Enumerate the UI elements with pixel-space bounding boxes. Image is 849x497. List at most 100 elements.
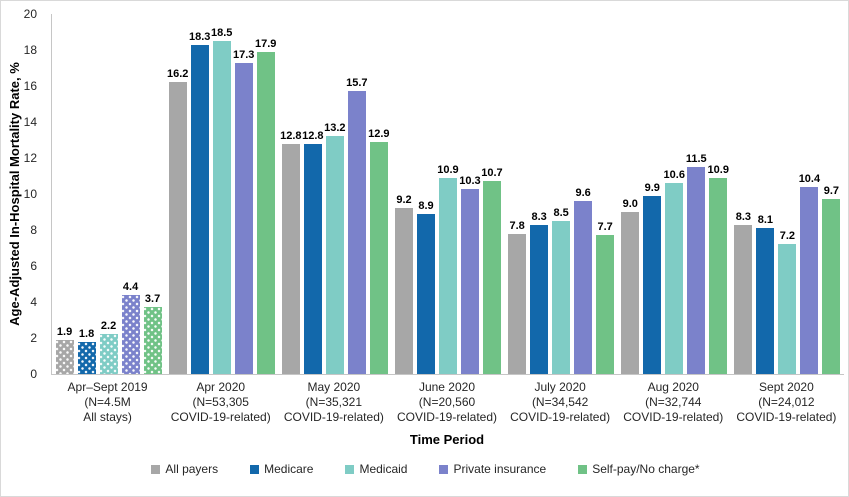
legend-label: All payers: [165, 462, 219, 476]
bar-column: 17.3: [233, 14, 255, 374]
legend-label: Private insurance: [453, 462, 547, 476]
bar: [800, 186, 819, 374]
bar-column: 1.9: [54, 14, 76, 374]
legend-label: Medicare: [264, 462, 314, 476]
y-tick-label: 10: [23, 187, 37, 201]
x-category-label-line: COVID-19-related): [736, 410, 837, 424]
bar: [643, 195, 662, 374]
bar: [687, 167, 706, 374]
bar: [822, 199, 841, 374]
bar: [460, 188, 479, 374]
bar-column: 9.9: [641, 14, 663, 374]
bar-column: 10.6: [663, 14, 685, 374]
bar-value-label: 12.9: [368, 127, 390, 140]
legend: All payers Medicare Medicaid Private insura…: [1, 462, 848, 476]
bar-group: 8.3 8.1 7.2 10.4 9.7: [731, 14, 844, 374]
bar-column: 10.7: [481, 14, 503, 374]
x-category-label: July 2020 (N=34,542 COVID-19-related): [504, 380, 617, 425]
y-axis: 0 2 4 6 8 10 12 14 16 18 20: [1, 8, 45, 380]
bar-column: 9.6: [572, 14, 594, 374]
x-category-label-line: COVID-19-related): [283, 410, 384, 424]
bar-value-label: 8.3: [735, 210, 752, 223]
y-tick-label: 14: [23, 115, 37, 129]
x-category-label-line: (N=35,321: [305, 395, 363, 409]
x-category-label-line: Apr 2020: [196, 380, 246, 394]
bar-value-label: 3.7: [144, 293, 161, 306]
bar: [756, 228, 775, 374]
bar-column: 4.4: [120, 14, 142, 374]
x-axis-title: Time Period: [409, 432, 485, 447]
y-tick-label: 8: [30, 223, 37, 237]
x-category-label: Apr 2020 (N=53,305 COVID-19-related): [164, 380, 277, 425]
bar: [190, 44, 209, 374]
bar: [369, 141, 388, 374]
bar: [143, 307, 162, 374]
x-category-label-line: May 2020: [307, 380, 361, 394]
bar: [665, 183, 684, 374]
x-category-label: Sept 2020 (N=24,012 COVID-19-related): [730, 380, 843, 425]
bar-value-label: 10.9: [707, 163, 729, 176]
bar: [303, 143, 322, 374]
bar: [416, 213, 435, 374]
bar-value-label: 7.7: [597, 221, 613, 234]
legend-item: All payers: [151, 462, 218, 476]
bar: [709, 177, 728, 374]
bar-value-label: 8.1: [757, 214, 774, 227]
bar: [212, 41, 231, 374]
bar: [596, 235, 615, 374]
bar: [508, 233, 527, 374]
x-category-label-line: COVID-19-related): [396, 410, 497, 424]
bar-column: 10.3: [459, 14, 481, 374]
bar-column: 7.7: [594, 14, 616, 374]
y-tick-label: 18: [23, 43, 37, 57]
x-category-label-line: July 2020: [534, 380, 586, 394]
bar-column: 10.9: [437, 14, 459, 374]
bar: [530, 224, 549, 374]
bar-column: 15.7: [346, 14, 368, 374]
bar-value-label: 18.5: [210, 26, 233, 39]
bar: [281, 143, 300, 374]
bar-column: 12.9: [368, 14, 390, 374]
bar-column: 8.1: [754, 14, 776, 374]
x-category-labels: Apr–Sept 2019 (N=4.5M All stays) Apr 2020 (N…: [51, 380, 843, 425]
legend-swatch: [439, 464, 449, 474]
legend-item: Self-pay/No charge*: [578, 462, 700, 476]
bar-value-label: 17.9: [254, 37, 277, 50]
bar-value-label: 1.8: [78, 327, 95, 340]
bar-value-label: 18.3: [188, 30, 211, 43]
bar: [438, 177, 457, 374]
x-category-label-line: All stays): [83, 410, 132, 424]
legend-swatch: [578, 464, 588, 474]
bar: [256, 51, 275, 374]
bar-value-label: 15.7: [346, 77, 368, 90]
bar: [574, 201, 593, 374]
x-category-label-line: (N=53,305: [192, 395, 249, 409]
legend-swatch: [345, 464, 355, 474]
bar: [734, 224, 753, 374]
bar-value-label: 7.8: [509, 219, 525, 232]
bar-column: 7.2: [776, 14, 798, 374]
bar: [99, 334, 118, 374]
x-category-label-line: COVID-19-related): [623, 410, 724, 424]
bar: [621, 212, 640, 374]
x-category-label-line: Apr–Sept 2019: [67, 380, 148, 394]
bar: [55, 339, 74, 374]
bar-value-label: 1.9: [56, 325, 73, 338]
bar: [121, 294, 140, 374]
bar-value-label: 10.4: [798, 172, 821, 185]
legend-label: Medicaid: [359, 462, 408, 476]
y-tick-label: 6: [30, 259, 37, 273]
bar-value-label: 9.0: [622, 197, 638, 210]
bar-value-label: 8.5: [553, 206, 569, 219]
bar-column: 10.4: [798, 14, 820, 374]
x-category-label: May 2020 (N=35,321 COVID-19-related): [277, 380, 390, 425]
x-category-label-line: (N=34,542: [531, 395, 589, 409]
bar-column: 2.2: [98, 14, 120, 374]
bar: [394, 208, 413, 374]
bar-value-label: 9.6: [575, 187, 591, 200]
x-category-label: June 2020 (N=20,560 COVID-19-related): [390, 380, 503, 425]
bar-column: 10.9: [707, 14, 729, 374]
x-category-label-line: (N=32,744: [645, 395, 702, 409]
bar-value-label: 8.9: [418, 199, 434, 212]
x-category-label-line: (N=24,012: [758, 395, 815, 409]
